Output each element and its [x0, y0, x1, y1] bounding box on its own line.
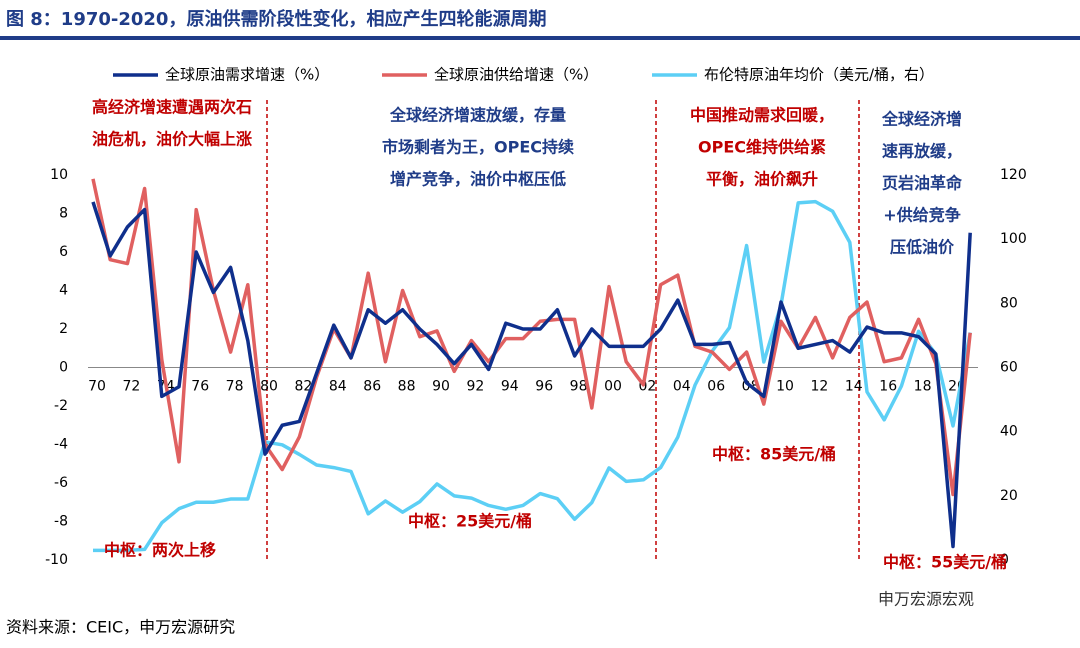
y2-tick-label: 120	[1000, 167, 1027, 183]
x-tick-label: 96	[535, 379, 553, 395]
annotation: 增产竞争，油价中枢压低	[390, 170, 566, 189]
watermark: 申万宏源宏观	[878, 590, 974, 609]
series-line	[91, 178, 972, 497]
x-tick-label: 80	[260, 379, 278, 395]
x-tick-label: 10	[776, 379, 794, 395]
annotation: 市场剩者为王，OPEC持续	[382, 138, 574, 157]
y-tick-label: -10	[45, 552, 68, 568]
legend-label: 全球原油供给增速（%）	[434, 66, 598, 84]
x-tick-label: 76	[191, 379, 209, 395]
y2-tick-label: 40	[1000, 424, 1018, 440]
annotation: OPEC维持供给紧	[698, 138, 826, 157]
y-tick-label: -6	[54, 475, 68, 491]
y-tick-label: 6	[59, 244, 68, 260]
annotation: 全球经济增	[881, 110, 962, 129]
x-tick-label: 70	[88, 379, 106, 395]
annotation: 中枢：25美元/桶	[408, 512, 532, 531]
chart-title: 图 8：1970-2020，原油供需阶段性变化，相应产生四轮能源周期	[6, 8, 546, 30]
x-tick-label: 18	[914, 379, 932, 395]
x-tick-label: 88	[398, 379, 416, 395]
x-tick-label: 06	[707, 379, 725, 395]
x-tick-label: 04	[673, 379, 691, 395]
y-tick-label: 10	[50, 167, 68, 183]
y2-tick-label: 100	[1000, 231, 1027, 247]
legend-label: 全球原油需求增速（%）	[165, 66, 329, 84]
x-tick-label: 82	[294, 379, 312, 395]
annotation: 压低油价	[890, 238, 955, 257]
annotation: 速再放缓，	[882, 142, 962, 161]
y-tick-label: -4	[54, 437, 68, 453]
y-tick-label: 4	[59, 283, 68, 299]
y2-tick-label: 80	[1000, 295, 1018, 311]
y-tick-label: 0	[59, 360, 68, 376]
x-tick-label: 86	[363, 379, 381, 395]
y-tick-label: 8	[59, 206, 68, 222]
annotation: +供给竞争	[883, 206, 960, 225]
annotation: 中国推动需求回暖，	[690, 106, 834, 125]
x-tick-label: 14	[845, 379, 863, 395]
x-tick-label: 16	[879, 379, 897, 395]
x-tick-label: 78	[226, 379, 244, 395]
y-tick-label: 2	[59, 321, 68, 337]
annotation: 中枢：85美元/桶	[712, 445, 836, 464]
x-tick-label: 98	[570, 379, 588, 395]
x-tick-label: 90	[432, 379, 450, 395]
series-line	[91, 201, 972, 549]
annotation: 油危机，油价大幅上涨	[92, 130, 252, 149]
title-rule	[0, 36, 1080, 40]
x-tick-label: 92	[466, 379, 484, 395]
y-tick-label: -8	[54, 514, 68, 530]
annotation: 中枢：55美元/桶	[883, 553, 1007, 572]
x-tick-label: 00	[604, 379, 622, 395]
annotation: 页岩油革命	[882, 174, 963, 193]
x-tick-label: 72	[122, 379, 140, 395]
y-tick-label: -2	[54, 398, 68, 414]
annotation: 中枢：两次上移	[104, 541, 216, 560]
annotation: 全球经济增速放缓，存量	[389, 106, 566, 125]
annotation: 平衡，油价飙升	[706, 170, 818, 189]
y2-tick-label: 0	[1000, 552, 1009, 568]
series-line	[93, 199, 972, 553]
x-tick-label: 12	[810, 379, 828, 395]
y2-tick-label: 20	[1000, 488, 1018, 504]
source: 资料来源：CEIC，申万宏源研究	[6, 618, 235, 637]
annotation: 高经济增速遭遇两次石	[92, 98, 252, 117]
legend-label: 布伦特原油年均价（美元/桶，右）	[704, 66, 934, 84]
x-tick-label: 84	[329, 379, 347, 395]
x-tick-label: 94	[501, 379, 519, 395]
y2-tick-label: 60	[1000, 360, 1018, 376]
